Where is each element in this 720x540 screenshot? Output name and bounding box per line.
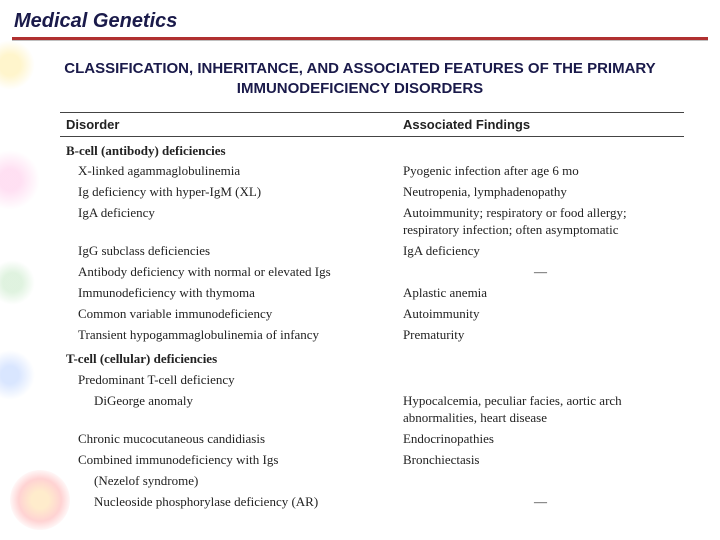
- cell-findings: Autoimmunity; respiratory or food allerg…: [397, 203, 684, 241]
- table-header-row: Disorder Associated Findings: [60, 112, 684, 136]
- table-row: Immunodeficiency with thymomaAplastic an…: [60, 283, 684, 304]
- table-row: Combined immunodeficiency with IgsBronch…: [60, 450, 684, 471]
- col-header-findings: Associated Findings: [397, 112, 684, 136]
- table-row: IgA deficiencyAutoimmunity; respiratory …: [60, 203, 684, 241]
- cell-findings: Pyogenic infection after age 6 mo: [397, 161, 684, 182]
- cell-disorder: X-linked agammaglobulinemia: [60, 161, 397, 182]
- cell-disorder: Chronic mucocutaneous candidiasis: [60, 429, 397, 450]
- cell-disorder: DiGeorge anomaly: [60, 391, 397, 429]
- table-row: Chronic mucocutaneous candidiasisEndocri…: [60, 429, 684, 450]
- cell-findings: [397, 471, 684, 492]
- cell-findings: Prematurity: [397, 325, 684, 346]
- cell-disorder: Predominant T-cell deficiency: [60, 370, 397, 391]
- table-row: Predominant T-cell deficiency: [60, 370, 684, 391]
- table-row: Ig deficiency with hyper-IgM (XL)Neutrop…: [60, 182, 684, 203]
- cell-findings: [397, 136, 684, 161]
- cell-disorder: Common variable immunodeficiency: [60, 304, 397, 325]
- cell-findings: Hypocalcemia, peculiar facies, aortic ar…: [397, 391, 684, 429]
- table-row: (Nezelof syndrome): [60, 471, 684, 492]
- disorders-table: Disorder Associated Findings B-cell (ant…: [60, 112, 684, 513]
- page-title: Medical Genetics: [0, 0, 720, 37]
- cell-findings: Endocrinopathies: [397, 429, 684, 450]
- cell-disorder: Nucleoside phosphorylase deficiency (AR): [60, 492, 397, 513]
- cell-findings: Bronchiectasis: [397, 450, 684, 471]
- cell-disorder: Immunodeficiency with thymoma: [60, 283, 397, 304]
- table-row: B-cell (antibody) deficiencies: [60, 136, 684, 161]
- table-row: DiGeorge anomalyHypocalcemia, peculiar f…: [60, 391, 684, 429]
- cell-disorder: B-cell (antibody) deficiencies: [60, 136, 397, 161]
- cell-findings: —: [397, 262, 684, 283]
- cell-disorder: T-cell (cellular) deficiencies: [60, 345, 397, 370]
- cell-findings: Autoimmunity: [397, 304, 684, 325]
- cell-disorder: (Nezelof syndrome): [60, 471, 397, 492]
- cell-findings: [397, 345, 684, 370]
- sub-heading: CLASSIFICATION, INHERITANCE, AND ASSOCIA…: [0, 41, 720, 104]
- cell-findings: IgA deficiency: [397, 241, 684, 262]
- table-row: Antibody deficiency with normal or eleva…: [60, 262, 684, 283]
- cell-findings: [397, 370, 684, 391]
- col-header-disorder: Disorder: [60, 112, 397, 136]
- cell-disorder: IgA deficiency: [60, 203, 397, 241]
- cell-findings: Aplastic anemia: [397, 283, 684, 304]
- table-row: T-cell (cellular) deficiencies: [60, 345, 684, 370]
- cell-disorder: Antibody deficiency with normal or eleva…: [60, 262, 397, 283]
- table-row: Nucleoside phosphorylase deficiency (AR)…: [60, 492, 684, 513]
- table-row: Common variable immunodeficiencyAutoimmu…: [60, 304, 684, 325]
- table-row: Transient hypogammaglobulinemia of infan…: [60, 325, 684, 346]
- cell-disorder: Transient hypogammaglobulinemia of infan…: [60, 325, 397, 346]
- cell-findings: Neutropenia, lymphadenopathy: [397, 182, 684, 203]
- cell-findings: —: [397, 492, 684, 513]
- cell-disorder: Combined immunodeficiency with Igs: [60, 450, 397, 471]
- table-row: IgG subclass deficienciesIgA deficiency: [60, 241, 684, 262]
- cell-disorder: IgG subclass deficiencies: [60, 241, 397, 262]
- cell-disorder: Ig deficiency with hyper-IgM (XL): [60, 182, 397, 203]
- table-row: X-linked agammaglobulinemiaPyogenic infe…: [60, 161, 684, 182]
